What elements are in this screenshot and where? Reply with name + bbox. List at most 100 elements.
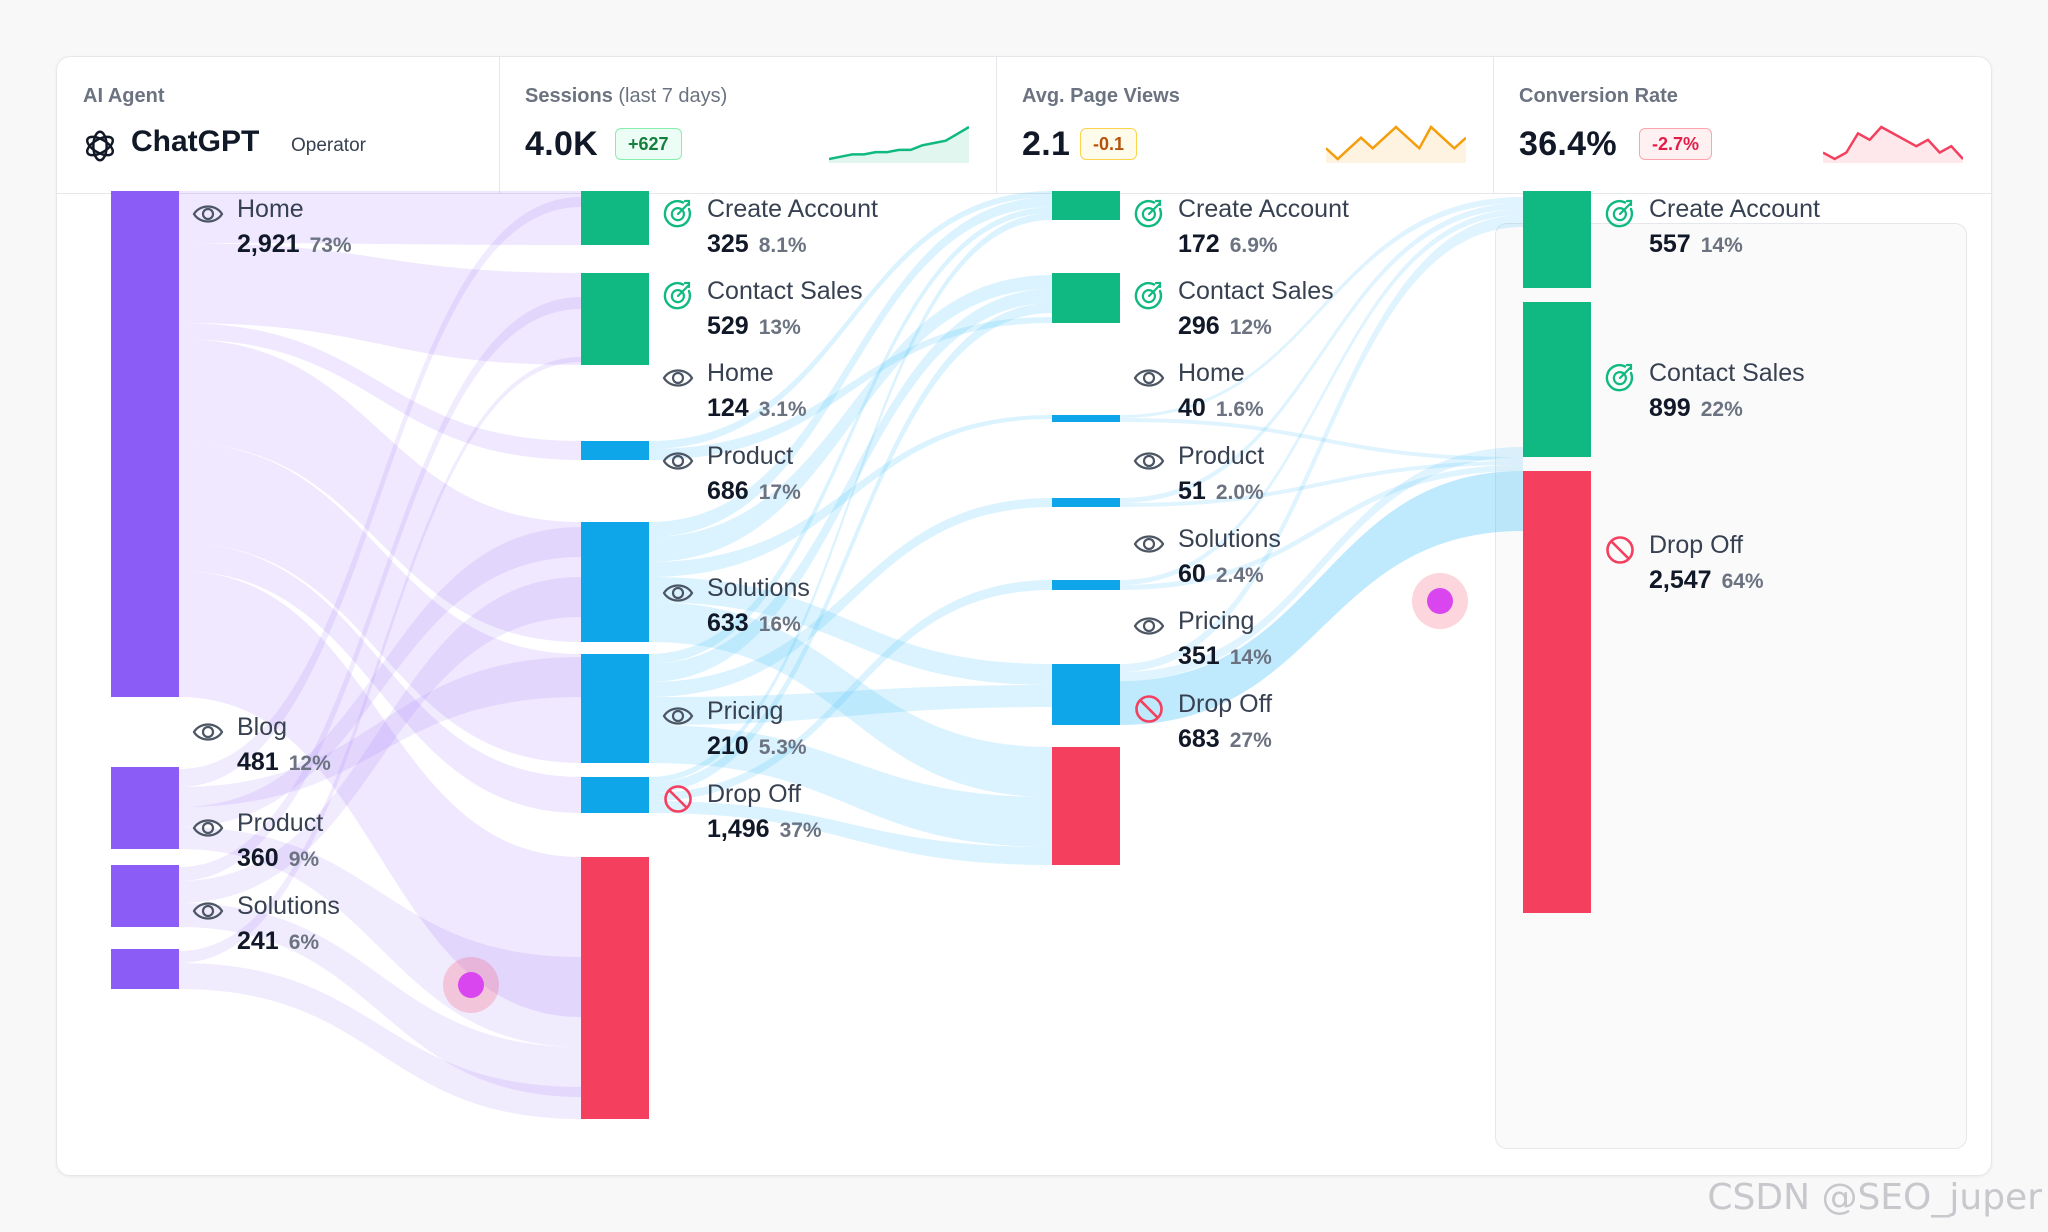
flow-stage1-0[interactable] [179,191,581,245]
flow-stage3-5[interactable] [1120,465,1523,590]
flow-stage3-4[interactable] [1120,209,1523,585]
node-name: Create Account [1178,195,1349,223]
flow-stage1-5[interactable] [179,543,581,813]
sessions-cell: Sessions (last 7 days) 4.0K +627 [499,57,997,193]
flow-stage2-14[interactable] [649,580,1052,801]
node-name: Blog [237,713,288,741]
sparkline-line [1823,125,1963,161]
sankey-node-s2-drop[interactable] [581,857,649,1119]
flow-stage2-2[interactable] [649,197,1052,537]
flow-stage2-7[interactable] [649,207,1052,664]
flow-stage2-4[interactable] [649,415,1052,577]
sankey-node-s1-blog[interactable] [111,767,179,849]
sankey-node-s2-create[interactable] [581,191,649,245]
sankey-node-s3-contact[interactable] [1052,273,1120,323]
flow-stage1-7[interactable] [179,197,581,787]
node-count: 2,921 [237,230,300,258]
node-percent: 6.9% [1229,234,1278,257]
eye-icon [191,894,225,928]
sankey-node-s4-drop[interactable] [1523,471,1591,913]
flow-stage2-9[interactable] [649,498,1052,697]
flow-stage3-8[interactable] [1120,471,1523,725]
agent-role: Operator [291,135,366,156]
sankey-node-s4-create[interactable] [1523,191,1591,288]
node-stats: 481 12% [237,748,331,777]
flow-stage1-11[interactable] [179,297,581,881]
flow-highlight-dot[interactable] [458,972,484,998]
node-count: 124 [707,394,749,422]
node-name: Product [237,809,324,837]
node-name: Drop Off [1649,531,1744,559]
node-stats: 172 6.9% [1178,230,1278,259]
flow-stage1-2[interactable] [179,323,581,460]
flow-stage2-12[interactable] [649,213,1052,783]
node-stats: 686 17% [707,477,801,506]
node-name: Create Account [1649,195,1820,223]
sankey-node-s3-pricing[interactable] [1052,664,1120,725]
flow-stage3-6[interactable] [1120,215,1523,672]
flow-stage1-1[interactable] [179,243,581,365]
flow-stage1-4[interactable] [179,443,581,763]
node-stats: 325 8.1% [707,230,807,259]
sankey-node-s3-create[interactable] [1052,191,1120,220]
eye-icon [661,361,695,395]
sankey-node-s3-solutions[interactable] [1052,580,1120,590]
node-stats: 1,496 37% [707,815,822,844]
flow-stage1-12[interactable] [179,577,581,903]
node-percent: 13% [758,316,801,339]
sankey-node-s1-product[interactable] [111,865,179,927]
flow-stage2-5[interactable] [649,577,1052,685]
flow-stage2-8[interactable] [649,289,1052,682]
flow-stage2-15[interactable] [649,801,1052,865]
sankey-node-s2-solutions[interactable] [581,654,649,763]
node-count: 296 [1178,312,1220,340]
node-count: 633 [707,609,749,637]
node-count: 686 [707,477,749,505]
sankey-node-s2-product[interactable] [581,522,649,642]
flow-stage3-3[interactable] [1120,461,1523,507]
node-percent: 14% [1700,234,1743,257]
sankey-node-s2-contact[interactable] [581,273,649,365]
node-count: 1,496 [707,815,770,843]
target-check-icon [661,279,695,313]
node-percent: 22% [1700,398,1743,421]
sankey-node-s3-drop[interactable] [1052,747,1120,865]
node-percent: 3.1% [758,398,807,421]
target-check-icon [1132,279,1166,313]
flow-stage2-11[interactable] [649,725,1052,847]
node-stats: 683 27% [1178,725,1272,754]
flow-stage1-8[interactable] [179,657,581,807]
node-stats: 210 5.3% [707,732,807,761]
flow-stage1-9[interactable] [179,527,581,827]
flow-stage3-2[interactable] [1120,203,1523,503]
sankey-node-s2-home[interactable] [581,441,649,460]
sankey-node-s4-contact[interactable] [1523,302,1591,457]
node-percent: 37% [779,819,822,842]
flow-highlight-dot[interactable] [1427,588,1453,614]
sankey-node-s1-home[interactable] [111,191,179,697]
node-stats: 51 2.0% [1178,477,1264,506]
flow-stage2-3[interactable] [649,275,1052,562]
flow-stage2-1[interactable] [649,317,1052,460]
flow-stage1-6[interactable] [179,571,581,1017]
flow-stage1-3[interactable] [179,339,581,642]
node-stats: 557 14% [1649,230,1743,259]
flow-stage2-0[interactable] [649,191,1052,449]
sankey-node-s2-pricing[interactable] [581,777,649,813]
sankey-node-s3-home[interactable] [1052,415,1120,422]
flow-stage2-6[interactable] [649,602,1052,797]
flow-stage1-13[interactable] [179,903,581,1097]
flow-stage2-10[interactable] [649,685,1052,725]
node-stats: 124 3.1% [707,394,807,423]
node-count: 899 [1649,394,1691,422]
flow-stage3-1[interactable] [1120,418,1523,461]
conversion-sparkline [1823,125,1963,163]
flow-stage3-7[interactable] [1120,447,1523,681]
sankey-node-s3-product[interactable] [1052,498,1120,507]
node-stats: 899 22% [1649,394,1743,423]
flow-stage1-15[interactable] [179,963,581,1119]
flow-stage2-13[interactable] [649,303,1052,793]
flow-stage1-14[interactable] [179,357,581,963]
sankey-node-s1-solutions[interactable] [111,949,179,989]
flow-stage3-0[interactable] [1120,197,1523,418]
